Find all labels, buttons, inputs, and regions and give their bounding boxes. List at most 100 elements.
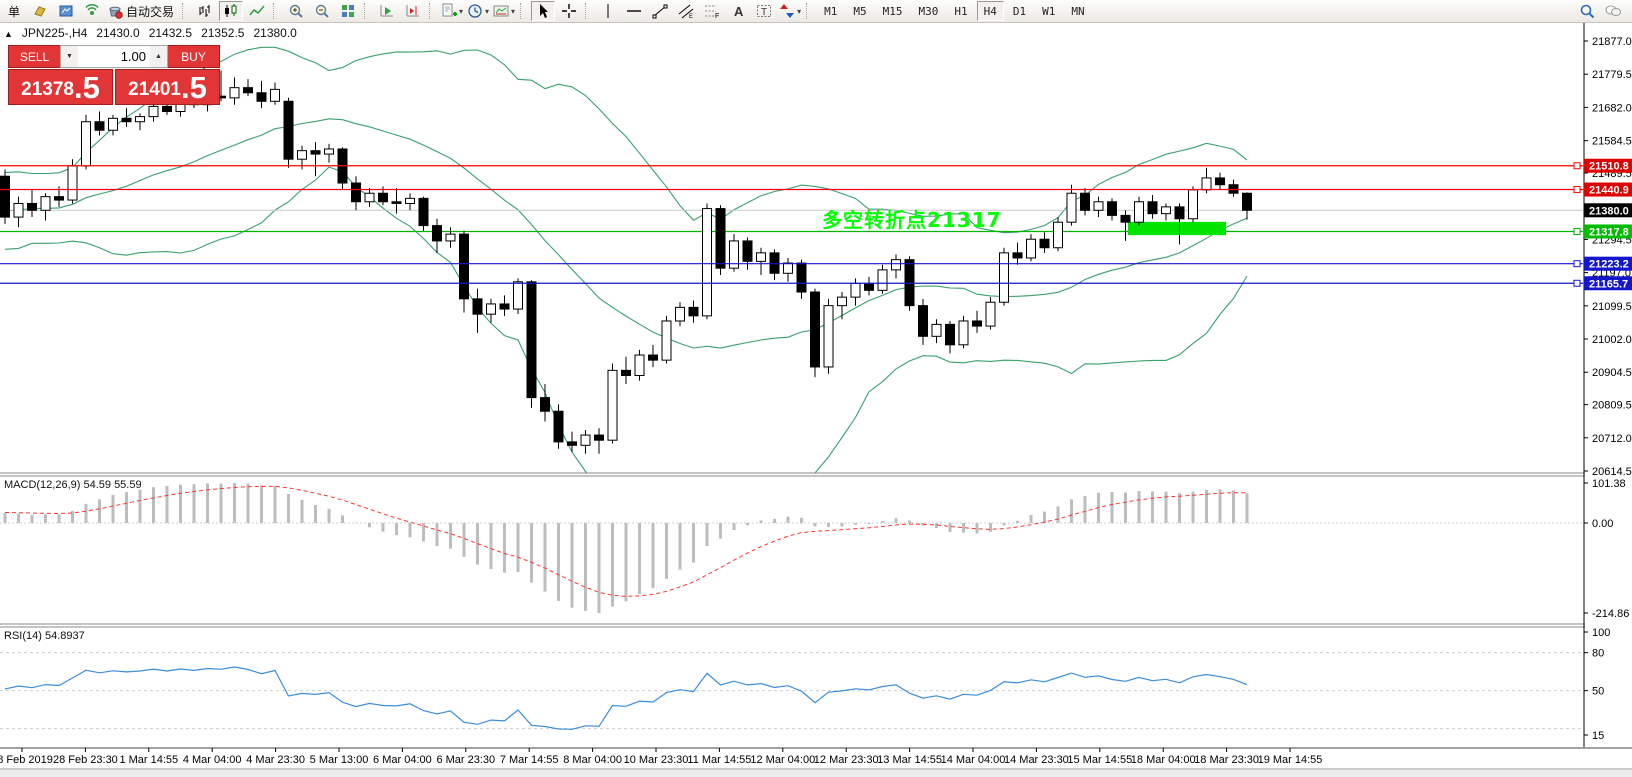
bollinger-lo-band (4, 166, 1248, 473)
bottom-strip (0, 770, 1632, 777)
line-handle[interactable] (1573, 227, 1581, 235)
time-label: 6 Mar 04:00 (373, 754, 432, 766)
line-handle[interactable] (1573, 162, 1581, 170)
timeframe-m30-button[interactable]: M30 (918, 4, 939, 18)
price-tick: 21877.0 (1592, 36, 1632, 48)
periods-button[interactable]: ▾ (466, 1, 490, 21)
price-badge-text: 21380.0 (1589, 205, 1629, 217)
new-order-button[interactable]: 单 (7, 4, 20, 19)
text-tool-button[interactable]: A (726, 1, 750, 21)
market-watch-icon[interactable] (28, 1, 52, 21)
sell-button[interactable]: SELL (8, 45, 60, 68)
cursor-tool-button[interactable] (531, 1, 556, 21)
horizontal-line-tool-button[interactable] (622, 1, 646, 21)
data-window-icon[interactable] (54, 1, 78, 21)
open-value: 21430.0 (96, 26, 140, 40)
time-label: 5 Mar 13:00 (310, 754, 369, 766)
channel-tool-button[interactable]: E (674, 1, 698, 21)
time-label: 12 Mar 23:30 (814, 754, 879, 766)
time-label: 14 Mar 23:30 (1004, 754, 1069, 766)
price-axis[interactable] (1585, 23, 1632, 747)
macd-name: MACD(12,26,9) (4, 479, 81, 491)
time-label: 4 Mar 04:00 (183, 754, 242, 766)
arrows-tool-button[interactable]: ▾ (778, 1, 802, 21)
rsi-value: 54.8937 (44, 630, 85, 642)
time-label: 8 Mar 04:00 (563, 754, 622, 766)
sell-price[interactable]: 21378.5 (8, 69, 113, 105)
chart-shift-button[interactable] (401, 1, 425, 21)
chat-button[interactable] (1601, 1, 1625, 21)
line-handle[interactable] (1573, 260, 1581, 268)
tile-windows-button[interactable] (336, 1, 360, 21)
volume-decrease-button[interactable]: ▼ (61, 46, 78, 67)
timeframe-m15-button[interactable]: M15 (882, 4, 903, 18)
collapse-panel-icon[interactable]: ▲ (4, 29, 13, 39)
timeframe-h4-button[interactable]: H4 (976, 1, 1004, 21)
price-badge-text: 21510.8 (1589, 161, 1629, 173)
vertical-line-tool-button[interactable] (596, 1, 620, 21)
line-chart-mode-button[interactable] (245, 1, 269, 21)
chart-text-annotation[interactable]: 多空转折点21317 (822, 208, 1002, 232)
support-zone-rectangle[interactable] (1128, 221, 1226, 236)
templates-button[interactable]: ▾ (492, 1, 516, 21)
rsi-indicator-label: RSI(14) 54.8937 (4, 630, 85, 642)
price-badge-text: 21165.7 (1589, 278, 1628, 290)
bar-chart-mode-button[interactable] (193, 1, 217, 21)
indicators-button[interactable]: ▾ (440, 1, 464, 21)
time-label: 6 Mar 23:30 (436, 754, 495, 766)
time-label: 19 Mar 14:55 (1258, 754, 1323, 766)
line-handle[interactable] (1573, 186, 1581, 194)
label-tool-button[interactable]: T (752, 1, 776, 21)
price-badge (1584, 256, 1632, 271)
price-badge (1584, 224, 1632, 239)
time-label: 7 Mar 14:55 (500, 754, 559, 766)
timeframe-m1-button[interactable]: M1 (824, 4, 838, 18)
buy-price-frac: .5 (180, 70, 207, 105)
price-badge (1584, 203, 1632, 218)
one-click-trade-panel: SELL ▼ ▲ BUY 21378.5 21401.5 (8, 45, 220, 105)
macd-values: 54.59 55.59 (83, 479, 142, 491)
autotrading-button[interactable]: 自动交易 (106, 1, 178, 21)
search-button[interactable] (1575, 1, 1599, 21)
time-axis[interactable] (0, 749, 1632, 768)
high-value: 21432.5 (148, 26, 193, 40)
macd-indicator-label: MACD(12,26,9) 54.59 55.59 (4, 479, 142, 491)
macd-axis-label: -214.86 (1592, 608, 1629, 620)
chart-title: ▲ JPN225-,H4 21430.0 21432.5 21352.5 213… (4, 26, 297, 40)
crosshair-tool-button[interactable] (557, 1, 581, 21)
toolbar-separator (182, 3, 188, 19)
price-badge-text: 21440.9 (1589, 185, 1629, 197)
time-label: 11 Mar 14:55 (687, 754, 751, 766)
rsi-line (4, 666, 1248, 730)
price-badge (1584, 158, 1632, 173)
signals-icon[interactable] (80, 1, 104, 21)
timeframe-d1-button[interactable]: D1 (1012, 4, 1027, 18)
zoom-out-button[interactable] (310, 1, 334, 21)
timeframe-mn-button[interactable]: MN (1071, 4, 1085, 18)
toolbar-separator (429, 3, 435, 19)
price-tick: 21682.0 (1592, 102, 1632, 114)
timeframe-m5-button[interactable]: M5 (853, 4, 867, 18)
timeframe-w1-button[interactable]: W1 (1042, 4, 1056, 18)
volume-increase-button[interactable]: ▲ (150, 46, 167, 67)
volume-input[interactable] (78, 46, 150, 67)
rsi-axis-label: 50 (1592, 686, 1604, 698)
rsi-axis-label: 80 (1592, 648, 1604, 660)
toolbar-separator (806, 3, 812, 19)
fibonacci-tool-button[interactable]: F (700, 1, 724, 21)
svg-text:F: F (715, 13, 719, 19)
close-value: 21380.0 (253, 26, 297, 40)
price-axis-labels: 21877.021779.521682.021584.521489.521294… (1584, 36, 1632, 742)
timeframe-h1-button[interactable]: H1 (954, 4, 968, 18)
zoom-in-button[interactable] (284, 1, 308, 21)
buy-button[interactable]: BUY (168, 45, 220, 68)
buy-price[interactable]: 21401.5 (115, 69, 220, 105)
macd-pane (3, 483, 1249, 613)
auto-scroll-button[interactable] (375, 1, 399, 21)
price-badge (1584, 276, 1632, 291)
candlestick-mode-button[interactable] (219, 1, 244, 21)
trendline-tool-button[interactable] (648, 1, 672, 21)
line-handle[interactable] (1573, 279, 1581, 287)
buy-price-int: 21401 (128, 79, 181, 100)
